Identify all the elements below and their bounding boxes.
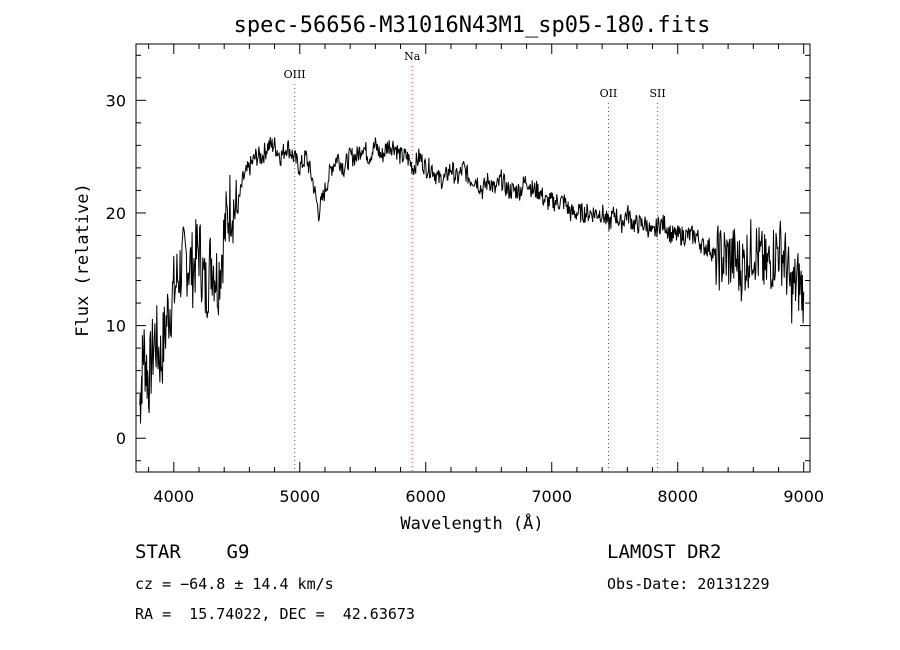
x-tick-label: 9000 bbox=[783, 487, 824, 506]
redshift-velocity: cz = −64.8 ± 14.4 km/s bbox=[135, 575, 334, 593]
chart-title: spec-56656-M31016N43M1_sp05-180.fits bbox=[234, 13, 711, 38]
x-tick-label: 4000 bbox=[153, 487, 194, 506]
x-tick-label: 7000 bbox=[531, 487, 572, 506]
line-label-oiii: OIII bbox=[284, 68, 306, 81]
line-label-oii: OII bbox=[600, 87, 618, 100]
survey-name: LAMOST DR2 bbox=[607, 541, 722, 563]
plot-frame bbox=[135, 43, 811, 473]
x-tick-label: 6000 bbox=[405, 487, 446, 506]
line-label-na: Na bbox=[404, 50, 421, 63]
spectrum-line bbox=[139, 137, 805, 424]
y-axis-label: Flux (relative) bbox=[73, 183, 93, 337]
y-tick-label: 30 bbox=[106, 91, 126, 110]
observation-date: Obs-Date: 20131229 bbox=[607, 575, 770, 593]
y-tick-label: 20 bbox=[106, 204, 126, 223]
x-tick-label: 8000 bbox=[657, 487, 698, 506]
x-axis-label: Wavelength (Å) bbox=[400, 512, 543, 534]
object-class: STAR G9 bbox=[135, 541, 250, 563]
coordinates: RA = 15.74022, DEC = 42.63673 bbox=[135, 605, 415, 623]
y-tick-label: 0 bbox=[116, 429, 126, 448]
emission-line-markers: OIII Na OII SII bbox=[284, 50, 666, 472]
x-tick-label: 5000 bbox=[279, 487, 320, 506]
axes: 4000 5000 6000 7000 8000 9000 0 10 20 30 bbox=[106, 44, 824, 506]
y-tick-label: 10 bbox=[106, 317, 126, 336]
line-label-sii: SII bbox=[649, 87, 665, 100]
